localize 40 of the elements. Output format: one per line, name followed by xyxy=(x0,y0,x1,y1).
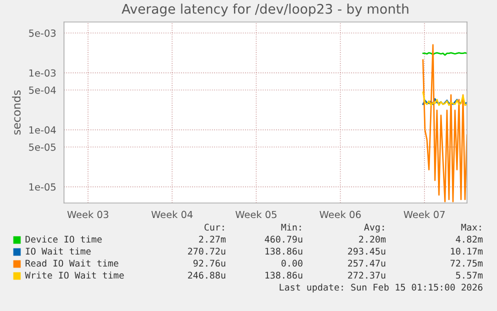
line-series xyxy=(422,44,467,202)
y-tick-label: 5e-04 xyxy=(29,86,56,94)
text: Cur: xyxy=(204,224,224,231)
text: 92.76u xyxy=(193,260,226,267)
text: 5.57m xyxy=(456,272,483,279)
text: 246.88u xyxy=(188,272,226,279)
text: 270.72u xyxy=(188,248,226,255)
y-tick-label: 5e-03 xyxy=(29,29,56,37)
text: 272.37u xyxy=(348,272,386,279)
text: Avg: xyxy=(364,224,384,232)
y-tick-label: 5e-05 xyxy=(29,143,56,151)
y-axis-title: seconds xyxy=(12,90,21,135)
x-tick-label: Week 04 xyxy=(151,210,193,218)
text: Max: xyxy=(461,224,481,231)
text: 293.45u xyxy=(348,248,386,255)
text: 2.20m xyxy=(359,236,386,243)
text: 460.79u xyxy=(264,236,302,243)
text: 138.86u xyxy=(265,272,302,279)
text: 10.17m xyxy=(450,248,483,255)
text: 0.00 xyxy=(282,260,302,267)
x-tick-label: Week 05 xyxy=(236,210,276,218)
legend-label: IO Wait time xyxy=(26,248,91,255)
x-tick-label: Week 07 xyxy=(404,210,445,218)
legend-label: Write IO Wait time xyxy=(25,272,124,279)
line-series xyxy=(422,91,467,106)
text: 138.86u xyxy=(265,248,302,255)
legend-label: Read IO Wait time xyxy=(26,260,118,267)
legend-label: Device IO time xyxy=(26,236,102,243)
x-tick-label: Week 06 xyxy=(320,210,361,218)
chart-title: Average latency for /dev/loop23 - by month xyxy=(122,4,408,16)
y-tick-label: 1e-04 xyxy=(29,126,56,134)
x-tick-label: Week 03 xyxy=(67,210,108,218)
text: Last update: Sun Feb 15 01:15:00 2026 xyxy=(280,284,482,292)
y-tick-label: 1e-05 xyxy=(29,183,56,191)
text: 257.47u xyxy=(348,260,386,267)
text: Min: xyxy=(281,224,301,231)
y-tick-label: 1e-03 xyxy=(29,69,56,77)
text: 72.75m xyxy=(450,260,483,267)
text: 4.82m xyxy=(456,236,483,243)
text: 2.27m xyxy=(199,236,226,243)
